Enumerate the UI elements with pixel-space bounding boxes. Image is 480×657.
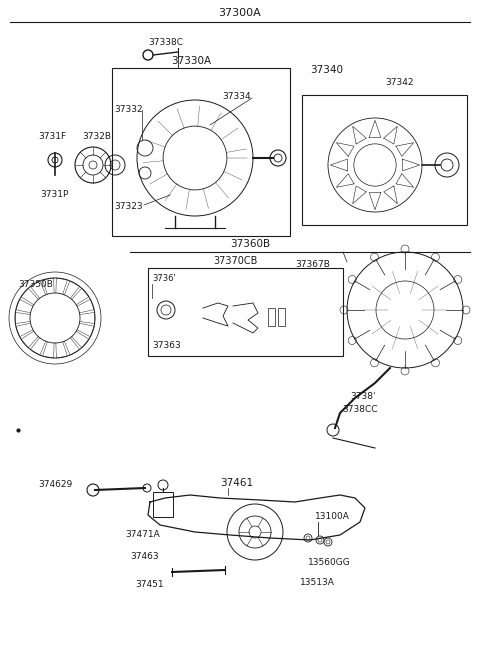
Text: 37350B: 37350B xyxy=(18,280,53,289)
Text: 37334: 37334 xyxy=(222,92,251,101)
Text: 37471A: 37471A xyxy=(125,530,160,539)
Text: 37370CB: 37370CB xyxy=(213,256,257,266)
Text: 37300A: 37300A xyxy=(218,8,262,18)
Text: 374629: 374629 xyxy=(38,480,72,489)
Bar xyxy=(302,95,467,225)
Bar xyxy=(112,68,290,236)
Text: 37463: 37463 xyxy=(130,552,158,561)
Text: 37363: 37363 xyxy=(152,341,181,350)
Text: 37330A: 37330A xyxy=(171,56,211,66)
Text: 3731P: 3731P xyxy=(40,190,68,199)
Text: 3738': 3738' xyxy=(350,392,375,401)
Text: 37461: 37461 xyxy=(220,478,253,488)
Bar xyxy=(153,492,173,517)
Text: 3736': 3736' xyxy=(152,274,176,283)
Text: 3731F: 3731F xyxy=(38,132,66,141)
Text: 37367B: 37367B xyxy=(295,260,330,269)
Text: 3732B: 3732B xyxy=(82,132,111,141)
Bar xyxy=(268,308,275,326)
Text: 37338C: 37338C xyxy=(148,38,183,47)
Text: 13560GG: 13560GG xyxy=(308,558,351,567)
Text: 37451: 37451 xyxy=(135,580,164,589)
Text: 37332: 37332 xyxy=(114,105,143,114)
Text: 13513A: 13513A xyxy=(300,578,335,587)
Bar xyxy=(148,268,343,356)
Text: 37342: 37342 xyxy=(385,78,413,87)
Text: 37323: 37323 xyxy=(114,202,143,211)
Text: 3738CC: 3738CC xyxy=(342,405,377,414)
Text: 13100A: 13100A xyxy=(315,512,350,521)
Bar xyxy=(278,308,285,326)
Text: 37360B: 37360B xyxy=(230,239,270,249)
Text: 37340: 37340 xyxy=(310,65,343,75)
